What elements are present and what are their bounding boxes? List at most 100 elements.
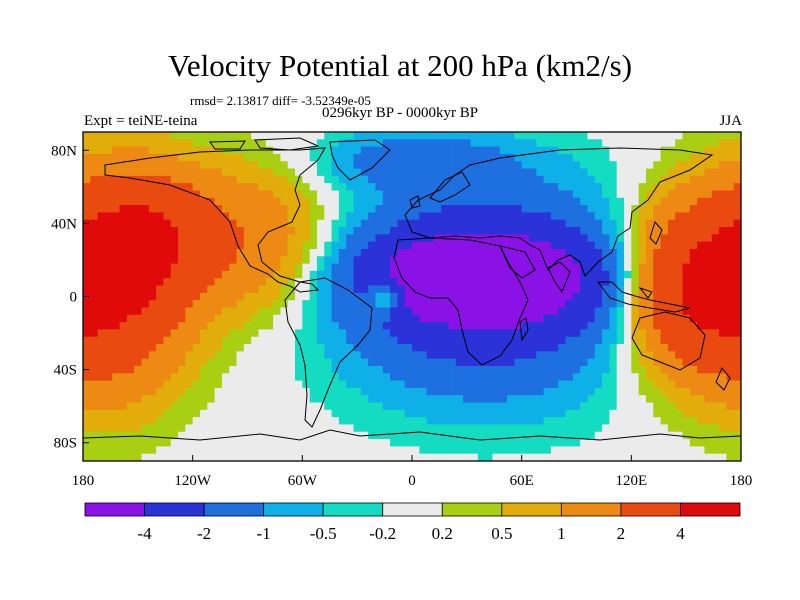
field-cell <box>178 344 186 352</box>
field-cell <box>711 439 720 447</box>
field-cell <box>214 248 223 257</box>
field-cell <box>90 329 99 338</box>
field-cell <box>287 358 296 367</box>
field-cell <box>338 132 347 140</box>
field-cell <box>178 351 186 360</box>
field-cell <box>382 439 391 447</box>
field-cell <box>353 424 362 433</box>
field-cell <box>616 431 625 440</box>
field-cell <box>653 205 662 214</box>
field-cell <box>309 439 318 447</box>
field-cell <box>368 190 377 199</box>
field-cell <box>302 146 311 155</box>
field-cell <box>119 263 128 272</box>
field-cell <box>638 256 647 265</box>
field-cell <box>521 190 530 199</box>
field-cell <box>543 409 552 418</box>
field-cell <box>324 446 333 455</box>
field-cell <box>214 183 223 192</box>
field-cell <box>397 395 406 404</box>
field-cell <box>412 431 420 440</box>
field-cell <box>134 395 143 404</box>
field-cell <box>514 146 523 155</box>
field-cell <box>558 329 567 338</box>
field-cell <box>565 358 574 367</box>
field-cell <box>97 431 106 440</box>
field-cell <box>667 234 676 243</box>
field-cell <box>178 300 186 309</box>
field-cell <box>587 453 596 461</box>
coastline-arabia-india <box>499 245 571 294</box>
field-cell <box>580 351 589 360</box>
field-cell <box>119 175 128 184</box>
field-cell <box>485 431 494 440</box>
field-cell <box>287 380 296 389</box>
field-cell <box>331 300 340 309</box>
field-cell <box>616 292 625 301</box>
field-cell <box>433 212 442 221</box>
field-cell <box>258 197 267 206</box>
field-cell <box>667 314 676 323</box>
field-cell <box>404 292 413 301</box>
field-cell <box>719 153 727 162</box>
field-cell <box>112 227 121 235</box>
field-cell <box>273 453 281 461</box>
field-cell <box>104 183 113 192</box>
field-cell <box>528 278 537 287</box>
field-cell <box>492 285 501 294</box>
field-cell <box>280 219 289 228</box>
field-cell <box>609 431 618 440</box>
field-cell <box>316 322 325 330</box>
field-cell <box>221 358 230 367</box>
field-cell <box>360 132 369 140</box>
field-cell <box>331 132 340 140</box>
field-cell <box>558 424 567 433</box>
field-cell <box>602 417 610 426</box>
field-cell <box>90 183 99 192</box>
field-cell <box>616 439 625 447</box>
field-cell <box>375 205 384 214</box>
field-cell <box>170 446 179 455</box>
field-cell <box>528 336 537 345</box>
field-cell <box>675 453 684 461</box>
field-cell <box>360 329 369 338</box>
field-cell <box>499 424 508 433</box>
field-cell <box>426 395 435 404</box>
field-cell <box>463 402 472 411</box>
field-cell <box>485 234 494 243</box>
field-cell <box>492 234 501 243</box>
field-cell <box>126 446 135 455</box>
field-cell <box>119 183 128 192</box>
field-cell <box>331 248 340 257</box>
field-cell <box>353 139 362 148</box>
field-cell <box>448 439 457 447</box>
field-cell <box>265 168 274 177</box>
field-cell <box>580 409 589 418</box>
field-cell <box>287 205 296 214</box>
field-cell <box>390 395 398 404</box>
field-cell <box>631 197 640 206</box>
field-cell <box>280 241 289 250</box>
field-cell <box>609 424 618 433</box>
field-cell <box>243 446 252 455</box>
field-cell <box>433 139 442 148</box>
field-cell <box>455 307 464 316</box>
field-cell <box>141 344 150 352</box>
field-cell <box>514 139 523 148</box>
field-cell <box>580 365 589 374</box>
field-cell <box>616 351 625 360</box>
field-cell <box>229 263 238 272</box>
field-cell <box>243 175 252 184</box>
field-cell <box>199 395 208 404</box>
field-cell <box>83 380 91 389</box>
field-cell <box>660 234 669 243</box>
field-cell <box>565 278 574 287</box>
field-cell <box>170 453 179 461</box>
field-cell <box>733 146 741 155</box>
coastline-antarctica <box>83 429 741 441</box>
field-cell <box>689 417 698 426</box>
field-cell <box>733 153 741 162</box>
field-cell <box>382 248 391 257</box>
field-cell <box>433 175 442 184</box>
field-cell <box>397 387 406 396</box>
